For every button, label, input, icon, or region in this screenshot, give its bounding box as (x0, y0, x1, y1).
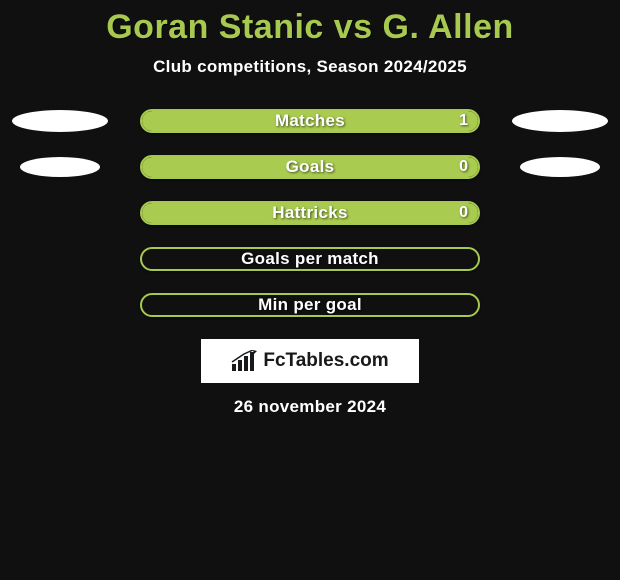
right-ellipse-slot (500, 293, 620, 317)
chart-icon (231, 350, 257, 372)
right-ellipse-slot (500, 155, 620, 179)
stat-row: Matches1 (0, 109, 620, 133)
stat-bar: Min per goal (140, 293, 480, 317)
stat-value: 0 (459, 203, 468, 223)
left-ellipse-slot (0, 155, 120, 179)
bar-wrap: Goals per match (130, 247, 490, 271)
stat-label: Matches (142, 111, 478, 131)
stat-label: Min per goal (142, 295, 478, 315)
right-ellipse-slot (500, 247, 620, 271)
stat-row: Goals0 (0, 155, 620, 179)
left-ellipse-slot (0, 247, 120, 271)
right-ellipse-slot (500, 109, 620, 133)
stats-area: Matches1Goals0Hattricks0Goals per matchM… (0, 109, 620, 317)
stat-bar: Goals0 (140, 155, 480, 179)
bar-wrap: Matches1 (130, 109, 490, 133)
left-value-ellipse (20, 157, 100, 177)
stat-bar: Hattricks0 (140, 201, 480, 225)
page-title: Goran Stanic vs G. Allen (106, 8, 514, 47)
stat-label: Hattricks (142, 203, 478, 223)
stat-value: 0 (459, 157, 468, 177)
bar-wrap: Min per goal (130, 293, 490, 317)
logo-text: FcTables.com (263, 350, 388, 372)
date-text: 26 november 2024 (234, 397, 386, 417)
left-value-ellipse (12, 110, 108, 132)
bar-wrap: Goals0 (130, 155, 490, 179)
stat-label: Goals (142, 157, 478, 177)
logo-box: FcTables.com (201, 339, 419, 383)
stat-row: Goals per match (0, 247, 620, 271)
right-value-ellipse (512, 110, 608, 132)
left-ellipse-slot (0, 109, 120, 133)
stat-row: Hattricks0 (0, 201, 620, 225)
stat-bar: Matches1 (140, 109, 480, 133)
stat-label: Goals per match (142, 249, 478, 269)
page-subtitle: Club competitions, Season 2024/2025 (153, 57, 467, 77)
left-ellipse-slot (0, 293, 120, 317)
right-value-ellipse (520, 157, 600, 177)
stat-bar: Goals per match (140, 247, 480, 271)
stat-row: Min per goal (0, 293, 620, 317)
bar-wrap: Hattricks0 (130, 201, 490, 225)
stat-value: 1 (459, 111, 468, 131)
right-ellipse-slot (500, 201, 620, 225)
left-ellipse-slot (0, 201, 120, 225)
